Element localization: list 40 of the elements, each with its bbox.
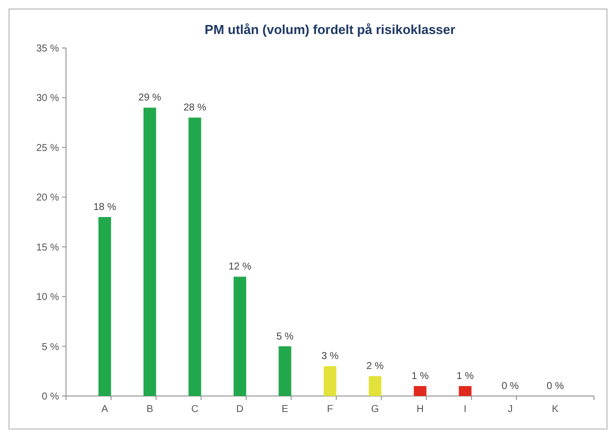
data-label: 28 % (183, 102, 206, 114)
x-tick-label: E (282, 404, 289, 415)
x-tick-label: I (464, 404, 467, 415)
x-tick-label: C (191, 404, 198, 415)
data-label: 1 % (411, 371, 429, 382)
bar (143, 108, 156, 396)
x-tick-label: H (416, 404, 424, 415)
data-label: 1 % (456, 371, 474, 382)
y-tick-label: 25 % (36, 142, 60, 154)
data-label: 0 % (502, 381, 519, 392)
y-tick-label: 30 % (36, 93, 60, 104)
bar (458, 386, 472, 396)
bar (324, 366, 336, 396)
data-label: 29 % (138, 92, 162, 104)
y-tick-label: 10 % (36, 292, 60, 304)
y-tick-label: 5 % (42, 342, 60, 353)
chart-title: PM utlån (volum) fordelt på risikoklasser (204, 22, 456, 37)
x-tick-label: A (101, 404, 108, 415)
data-label: 2 % (366, 361, 384, 372)
bar (414, 386, 426, 396)
x-tick-label: K (552, 404, 559, 415)
x-tick-label: F (326, 404, 334, 415)
bar (278, 346, 292, 396)
bar (188, 118, 202, 396)
y-tick-label: 20 % (36, 192, 60, 204)
data-label: 0 % (546, 381, 564, 392)
x-tick-label: G (371, 404, 380, 415)
bar (98, 217, 112, 396)
data-label: 5 % (276, 331, 294, 342)
data-label: 18 % (93, 202, 116, 214)
data-label: 12 % (228, 262, 252, 273)
data-label: 3 % (321, 351, 339, 362)
bar (368, 376, 382, 396)
y-tick-label: 0 % (42, 392, 60, 402)
y-tick-label: 35 % (36, 44, 60, 54)
bar (234, 276, 246, 396)
x-tick-label: J (508, 404, 513, 415)
y-tick-label: 15 % (36, 242, 60, 254)
x-tick-label: B (146, 404, 154, 415)
x-tick-label: D (236, 404, 244, 415)
